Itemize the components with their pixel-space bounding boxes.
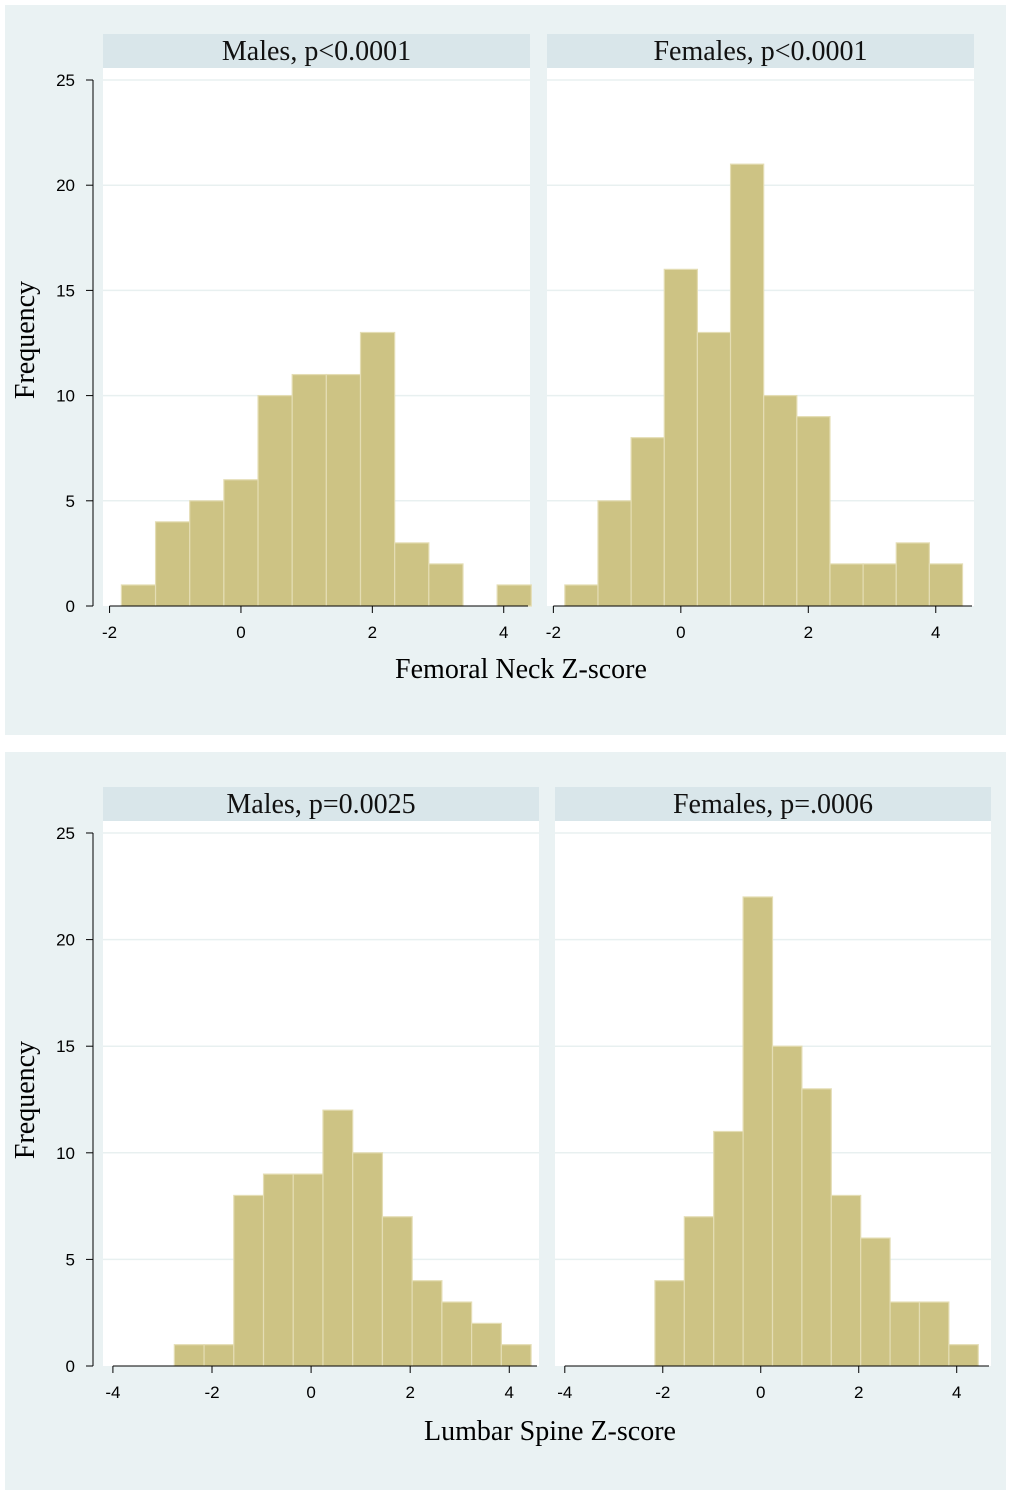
x-tick-label: 0 bbox=[236, 623, 245, 642]
y-tick-label: 20 bbox=[56, 176, 75, 195]
x-tick-label: -2 bbox=[546, 623, 561, 642]
histogram-bar bbox=[352, 1152, 384, 1367]
chart-lumbar-spine: Males, p=0.0025 -4 -2 0 2 4 Females, p=.0006 -4… bbox=[5, 752, 1006, 1490]
facet-strip bbox=[555, 787, 991, 821]
x-tick-label: -4 bbox=[105, 1383, 120, 1402]
histogram-bar bbox=[292, 1173, 324, 1367]
x-tick-label: 2 bbox=[368, 623, 377, 642]
facet-females: Females, p=.0006 -4 -2 0 2 4 bbox=[555, 787, 991, 1402]
x-tick-label: 4 bbox=[505, 1383, 514, 1402]
facet-label: Males, p<0.0001 bbox=[222, 36, 411, 67]
x-tick-label: -2 bbox=[102, 623, 117, 642]
y-tick-label: 25 bbox=[56, 824, 75, 843]
histogram-bar bbox=[862, 563, 897, 607]
facet-strip bbox=[103, 787, 539, 821]
x-tick-label: 2 bbox=[405, 1383, 414, 1402]
x-tick-label: 0 bbox=[306, 1383, 315, 1402]
histogram-bar bbox=[948, 1344, 979, 1367]
histogram-bar bbox=[829, 563, 864, 607]
histogram-bar bbox=[411, 1280, 443, 1367]
histogram-bar bbox=[918, 1301, 950, 1367]
facet-strip bbox=[103, 34, 530, 68]
histogram-bar bbox=[223, 479, 259, 607]
x-axis-label: Lumbar Spine Z-score bbox=[424, 1416, 676, 1447]
histogram-bar bbox=[233, 1194, 265, 1367]
histogram-bar bbox=[801, 1088, 832, 1367]
histogram-bar bbox=[471, 1322, 502, 1367]
x-tick-label: 4 bbox=[952, 1383, 961, 1402]
histogram-bar bbox=[889, 1301, 921, 1367]
y-tick-label: 20 bbox=[56, 931, 75, 950]
histogram-bar bbox=[771, 1045, 803, 1367]
y-axis-label: Frequency bbox=[10, 1041, 41, 1159]
histogram-bar bbox=[763, 395, 798, 607]
facet-label: Females, p=.0006 bbox=[673, 789, 873, 820]
y-tick-label: 25 bbox=[56, 71, 75, 90]
y-tick-label: 5 bbox=[66, 1250, 75, 1269]
y-axis-label: Frequency bbox=[10, 281, 41, 399]
facet-label: Males, p=0.0025 bbox=[226, 789, 415, 820]
x-tick-label: 0 bbox=[756, 1383, 765, 1402]
x-tick-label: 2 bbox=[854, 1383, 863, 1402]
histogram-bar bbox=[325, 373, 362, 607]
histogram-bar bbox=[928, 563, 964, 607]
histogram-bar bbox=[381, 1216, 413, 1367]
histogram-bar bbox=[654, 1280, 685, 1367]
histogram-bar bbox=[564, 584, 599, 607]
histogram-bar bbox=[742, 896, 774, 1367]
histogram-bar bbox=[257, 395, 293, 607]
y-tick-label: 15 bbox=[56, 1037, 75, 1056]
x-tick-label: -2 bbox=[655, 1383, 670, 1402]
histogram-bar bbox=[189, 500, 225, 607]
y-tick-label: 15 bbox=[56, 281, 75, 300]
y-tick-label: 0 bbox=[66, 1357, 75, 1376]
x-tick-label: -2 bbox=[204, 1383, 219, 1402]
histogram-bar bbox=[441, 1301, 473, 1367]
facet-males: Males, p<0.0001 -2 0 2 4 bbox=[102, 34, 532, 642]
facet-males: Males, p=0.0025 -4 -2 0 2 4 bbox=[103, 787, 539, 1402]
histogram-bar bbox=[154, 521, 191, 607]
histogram-bar bbox=[203, 1344, 235, 1367]
histogram-bar bbox=[394, 542, 430, 607]
x-axis-label: Femoral Neck Z-score bbox=[395, 654, 647, 685]
histogram-bar bbox=[322, 1109, 354, 1367]
histogram-bar bbox=[713, 1130, 744, 1367]
x-tick-label: 0 bbox=[676, 623, 685, 642]
histogram-bar bbox=[630, 437, 665, 607]
histogram-bar bbox=[500, 1344, 532, 1367]
x-tick-label: 4 bbox=[499, 623, 508, 642]
histogram-bar bbox=[496, 584, 532, 607]
y-tick-label: 10 bbox=[56, 1144, 75, 1163]
y-tick-label: 0 bbox=[66, 597, 75, 616]
histogram-bar bbox=[895, 542, 930, 607]
histogram-bar bbox=[173, 1344, 205, 1367]
histogram-bar bbox=[796, 416, 831, 607]
histogram-bar bbox=[830, 1194, 862, 1367]
histogram-bar bbox=[696, 331, 732, 607]
y-tick-label: 5 bbox=[66, 492, 75, 511]
chart-femoral-neck: Males, p<0.0001 -2 0 2 4 Females, p<0.0001 -2 0… bbox=[5, 5, 1006, 735]
histogram-bar bbox=[683, 1216, 715, 1367]
facet-females: Females, p<0.0001 -2 0 2 4 bbox=[546, 34, 974, 642]
histogram-bar bbox=[262, 1173, 294, 1367]
histogram-bar bbox=[860, 1237, 891, 1367]
histogram-bar bbox=[359, 331, 396, 607]
histogram-bar bbox=[120, 584, 157, 607]
facet-strip bbox=[547, 34, 974, 68]
x-tick-label: -4 bbox=[557, 1383, 572, 1402]
facet-label: Females, p<0.0001 bbox=[653, 36, 867, 67]
x-tick-label: 4 bbox=[931, 623, 940, 642]
histogram-bar bbox=[729, 163, 765, 607]
histogram-bar bbox=[428, 563, 464, 607]
x-tick-label: 2 bbox=[804, 623, 813, 642]
y-tick-label: 10 bbox=[56, 387, 75, 406]
histogram-bar bbox=[291, 373, 327, 607]
histogram-bar bbox=[663, 268, 699, 607]
histogram-bar bbox=[597, 500, 632, 607]
